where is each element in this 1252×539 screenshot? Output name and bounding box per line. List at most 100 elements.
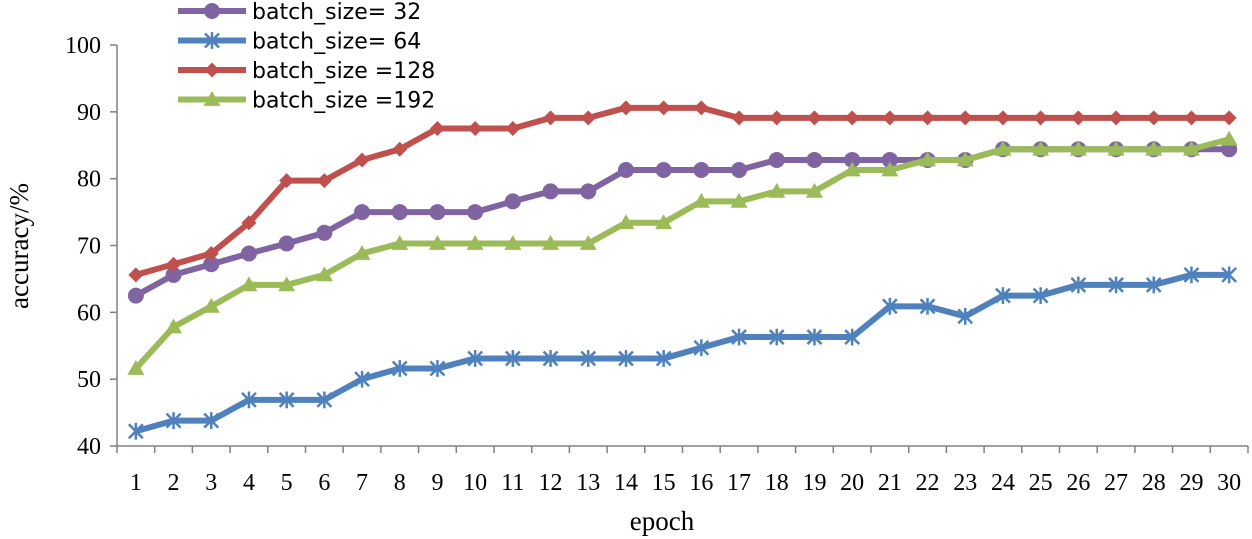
data-point-marker bbox=[391, 234, 409, 250]
y-tick-label: 70 bbox=[77, 234, 101, 260]
data-point-marker bbox=[995, 287, 1011, 305]
x-tick-label: 13 bbox=[576, 470, 600, 496]
x-tick-label: 3 bbox=[205, 470, 217, 496]
data-point-marker bbox=[919, 297, 936, 315]
legend-label: batch_size =128 bbox=[252, 59, 435, 84]
x-tick-label: 23 bbox=[953, 470, 977, 496]
x-axis-title: epoch bbox=[630, 506, 695, 536]
legend-label: batch_size =192 bbox=[252, 89, 435, 114]
data-point-marker bbox=[768, 328, 785, 346]
data-point-marker bbox=[1070, 110, 1086, 126]
x-tick-label: 22 bbox=[916, 470, 940, 496]
data-point-marker bbox=[316, 173, 332, 189]
data-point-marker bbox=[693, 100, 709, 116]
data-point-marker bbox=[429, 121, 445, 137]
x-tick-label: 14 bbox=[614, 470, 638, 496]
data-point-marker bbox=[429, 360, 446, 377]
data-point-marker bbox=[731, 161, 748, 178]
data-point-marker bbox=[617, 214, 635, 230]
data-point-marker bbox=[580, 183, 597, 200]
legend-marker bbox=[204, 62, 220, 78]
x-tick-label: 18 bbox=[765, 470, 789, 496]
data-point-marker bbox=[392, 141, 408, 157]
data-point-marker bbox=[1221, 110, 1237, 126]
data-point-marker bbox=[1146, 110, 1162, 126]
data-point-marker bbox=[543, 110, 559, 126]
x-tick-label: 8 bbox=[394, 470, 406, 496]
data-point-marker bbox=[655, 161, 672, 178]
series-2 bbox=[128, 100, 1237, 283]
x-tick-label: 15 bbox=[652, 470, 676, 496]
legend-marker bbox=[204, 32, 220, 49]
legend-label: batch_size= 32 bbox=[252, 0, 421, 25]
data-point-marker bbox=[505, 121, 521, 137]
x-tick-label: 24 bbox=[991, 470, 1015, 496]
y-tick-label: 100 bbox=[65, 33, 101, 59]
data-point-marker bbox=[692, 192, 710, 208]
data-point-marker bbox=[202, 297, 220, 313]
x-tick-label: 27 bbox=[1104, 470, 1128, 496]
data-point-marker bbox=[957, 110, 973, 126]
data-point-marker bbox=[920, 110, 936, 126]
data-point-marker bbox=[731, 110, 747, 126]
y-tick-label: 50 bbox=[77, 367, 101, 393]
series-line bbox=[134, 146, 1230, 299]
legend: batch_size= 32 batch_size= 64 batch_size =… bbox=[178, 0, 435, 114]
data-point-marker bbox=[128, 267, 144, 283]
data-point-marker bbox=[580, 110, 596, 126]
data-point-marker bbox=[467, 204, 484, 221]
y-tick-label: 40 bbox=[77, 434, 101, 460]
data-point-marker bbox=[1145, 276, 1162, 294]
data-point-marker bbox=[806, 110, 822, 126]
data-point-marker bbox=[1108, 276, 1124, 294]
data-point-marker bbox=[844, 151, 861, 168]
x-tick-label: 20 bbox=[840, 470, 864, 496]
x-tick-label: 9 bbox=[431, 470, 443, 496]
data-point-marker bbox=[1108, 110, 1124, 126]
x-ticks: 1 2 3 4 5 6 7 8 9 10 11 12 13 14 15 16 17 18 19 20 21 22 23 24 2… bbox=[116, 446, 1249, 496]
x-tick-label: 1 bbox=[130, 470, 142, 496]
legend-item: batch_size =128 bbox=[178, 59, 435, 84]
data-point-marker bbox=[315, 266, 333, 282]
data-point-marker bbox=[806, 328, 823, 346]
x-tick-label: 10 bbox=[463, 470, 487, 496]
data-point-marker bbox=[203, 256, 220, 273]
data-point-marker bbox=[1069, 140, 1087, 156]
data-point-marker bbox=[240, 245, 257, 262]
data-point-marker bbox=[542, 234, 560, 250]
data-point-marker bbox=[1032, 287, 1049, 305]
data-point-marker bbox=[768, 151, 785, 168]
series-line bbox=[135, 271, 1230, 435]
legend-marker bbox=[203, 91, 221, 106]
data-point-marker bbox=[617, 161, 634, 178]
x-tick-label: 16 bbox=[689, 470, 713, 496]
data-point-marker bbox=[241, 391, 257, 409]
x-tick-label: 26 bbox=[1066, 470, 1090, 496]
x-tick-label: 4 bbox=[243, 470, 255, 496]
x-tick-label: 29 bbox=[1179, 470, 1203, 496]
y-axis-title: accuracy/% bbox=[4, 183, 34, 309]
data-point-marker bbox=[127, 287, 144, 304]
data-point-marker bbox=[957, 307, 974, 325]
data-point-marker bbox=[618, 350, 634, 367]
series-3 bbox=[127, 130, 1238, 375]
data-point-marker bbox=[806, 151, 823, 168]
legend-item: batch_size =192 bbox=[178, 89, 435, 114]
data-point-marker bbox=[881, 297, 898, 315]
data-point-marker bbox=[655, 350, 672, 367]
series-1 bbox=[127, 266, 1238, 440]
series-line bbox=[133, 136, 1230, 371]
data-point-marker bbox=[127, 422, 144, 440]
data-point-marker bbox=[504, 193, 521, 210]
data-point-marker bbox=[166, 256, 182, 272]
x-tick-label: 5 bbox=[281, 470, 293, 496]
data-point-marker bbox=[203, 246, 219, 262]
y-tick-label: 90 bbox=[77, 100, 101, 126]
data-point-marker bbox=[1033, 110, 1049, 126]
data-point-marker bbox=[504, 350, 521, 367]
data-point-marker bbox=[165, 318, 183, 334]
x-tick-label: 12 bbox=[539, 470, 563, 496]
series-line bbox=[135, 104, 1230, 278]
data-point-marker bbox=[881, 151, 898, 168]
